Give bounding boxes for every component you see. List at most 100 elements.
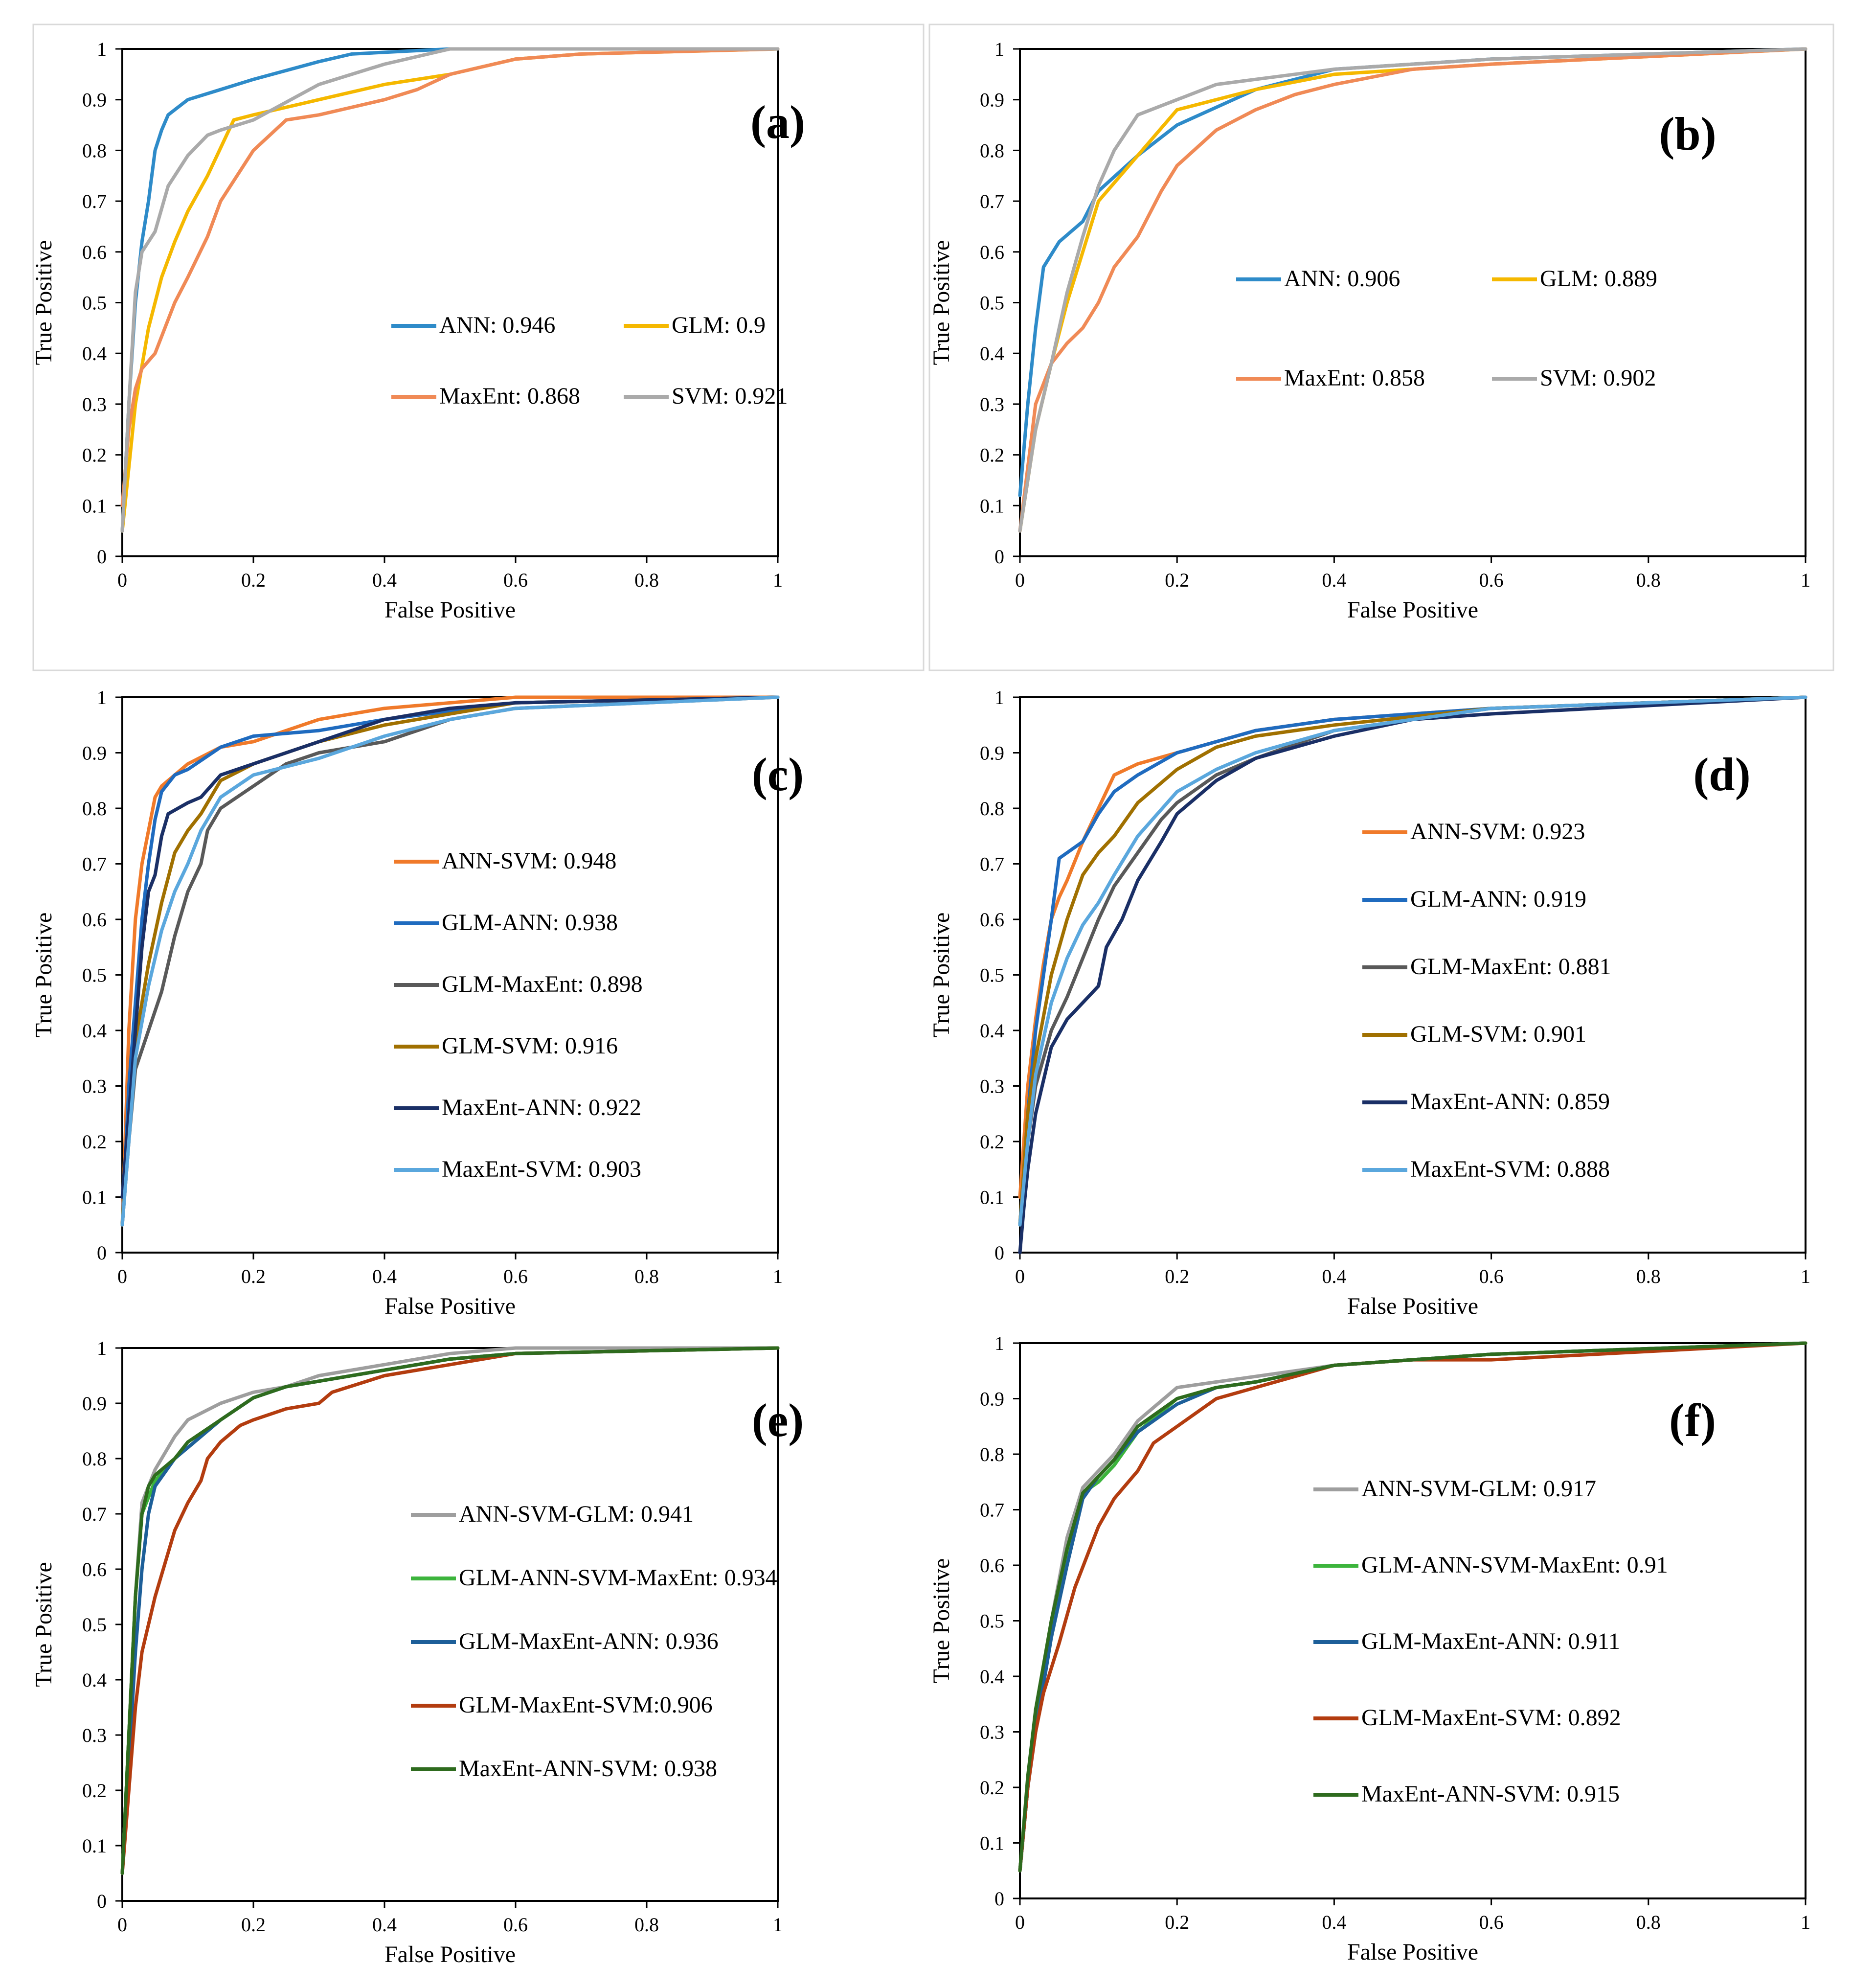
legend-label: MaxEnt-ANN: 0.859 bbox=[1410, 1089, 1610, 1115]
series-line bbox=[120, 1346, 780, 1875]
legend-label: GLM-SVM: 0.901 bbox=[1410, 1021, 1586, 1047]
y-tick-label: 0.1 bbox=[980, 495, 1004, 517]
legend: ANN: 0.906 GLM: 0.889 MaxEnt: 0.858 SVM: 0.… bbox=[1236, 266, 1657, 391]
legend-label: MaxEnt-SVM: 0.903 bbox=[442, 1156, 641, 1182]
legend-label: SVM: 0.902 bbox=[1540, 365, 1656, 391]
y-tick-label: 1 bbox=[994, 38, 1004, 60]
y-tick-label: 0.7 bbox=[82, 853, 107, 875]
y-tick-label: 1 bbox=[994, 686, 1004, 708]
legend-label: GLM-SVM: 0.916 bbox=[442, 1033, 618, 1059]
legend-label: ANN-SVM-GLM: 0.917 bbox=[1361, 1476, 1596, 1502]
y-tick-label: 0.3 bbox=[82, 1724, 107, 1746]
x-tick-label: 0.4 bbox=[372, 1914, 397, 1936]
legend-label: ANN-SVM: 0.923 bbox=[1410, 819, 1585, 845]
x-tick-label: 0.2 bbox=[1165, 1265, 1189, 1287]
y-tick-label: 0.2 bbox=[82, 1780, 107, 1802]
panel-label: (e) bbox=[752, 1394, 804, 1446]
legend-label: GLM-MaxEnt-ANN: 0.911 bbox=[1361, 1628, 1620, 1654]
series-line bbox=[120, 695, 780, 1227]
y-tick-label: 0.6 bbox=[82, 1558, 107, 1580]
y-axis-title: True Positive bbox=[928, 240, 954, 366]
y-tick-label: 0.6 bbox=[980, 1554, 1004, 1577]
x-tick-label: 0.8 bbox=[1636, 1911, 1661, 1933]
y-tick-label: 0.8 bbox=[82, 1448, 107, 1470]
legend: ANN: 0.946 GLM: 0.9 MaxEnt: 0.868 SVM: 0.92… bbox=[391, 312, 788, 409]
y-tick-label: 0.9 bbox=[82, 742, 107, 764]
y-tick-label: 0.1 bbox=[980, 1187, 1004, 1209]
y-tick-label: 0.8 bbox=[980, 1443, 1004, 1465]
y-tick-label: 0 bbox=[97, 1242, 107, 1264]
x-tick-label: 0.8 bbox=[634, 1265, 659, 1287]
x-tick-label: 0.6 bbox=[503, 1265, 528, 1287]
y-tick-label: 0.3 bbox=[980, 1721, 1004, 1743]
y-axis-title: True Positive bbox=[928, 913, 954, 1038]
y-tick-label: 0 bbox=[97, 1890, 107, 1912]
y-tick-label: 0.5 bbox=[82, 1614, 107, 1636]
plot-area bbox=[121, 1347, 779, 1902]
y-tick-label: 0.3 bbox=[980, 1075, 1004, 1097]
x-tick-label: 1 bbox=[1801, 569, 1810, 591]
y-tick-label: 0.4 bbox=[980, 1020, 1004, 1042]
panel-label: (f) bbox=[1669, 1394, 1716, 1446]
y-tick-label: 0.5 bbox=[82, 292, 107, 314]
chart-panel-d: 0 0.2 0.4 0.6 0.8 1 0 0.1 0.2 0.3 0.4 0.5 0.6 0.7 0.8 0… bbox=[928, 686, 1810, 1319]
y-tick-label: 0.1 bbox=[82, 495, 107, 517]
y-tick-label: 0 bbox=[97, 546, 107, 568]
series-line bbox=[120, 695, 780, 1199]
legend-label: GLM-ANN-SVM-MaxEnt: 0.934 bbox=[459, 1565, 777, 1591]
y-tick-label: 0.7 bbox=[82, 1503, 107, 1525]
y-axis-title: True Positive bbox=[31, 240, 57, 366]
y-tick-label: 0.4 bbox=[82, 1020, 107, 1042]
y-tick-label: 0.4 bbox=[980, 1666, 1004, 1688]
series-line bbox=[120, 1346, 780, 1875]
x-tick-label: 1 bbox=[773, 1265, 783, 1287]
y-tick-label: 0.9 bbox=[82, 89, 107, 111]
series-line bbox=[120, 47, 780, 533]
x-axis-title: False Positive bbox=[1347, 1939, 1478, 1965]
series-line bbox=[120, 695, 780, 1227]
legend-label: GLM-MaxEnt-SVM: 0.892 bbox=[1361, 1705, 1621, 1731]
legend-label: ANN-SVM-GLM: 0.941 bbox=[459, 1501, 694, 1527]
plot-area bbox=[121, 48, 779, 557]
x-tick-label: 0.4 bbox=[1322, 1911, 1346, 1933]
x-tick-label: 0.6 bbox=[1479, 1911, 1504, 1933]
x-tick-label: 1 bbox=[1801, 1911, 1810, 1933]
x-tick-label: 0.6 bbox=[503, 1914, 528, 1936]
y-tick-label: 0.2 bbox=[82, 1131, 107, 1153]
series-line bbox=[120, 1346, 780, 1875]
x-tick-label: 0 bbox=[117, 569, 127, 591]
y-tick-label: 0.8 bbox=[980, 798, 1004, 820]
y-tick-label: 0.5 bbox=[980, 292, 1004, 314]
x-tick-label: 1 bbox=[773, 569, 783, 591]
panel-frame-b bbox=[928, 23, 1834, 671]
legend-label: MaxEnt-SVM: 0.888 bbox=[1410, 1156, 1610, 1182]
legend-label: GLM-ANN: 0.938 bbox=[442, 910, 618, 936]
series-line bbox=[1018, 695, 1807, 1227]
y-tick-label: 0.7 bbox=[980, 190, 1004, 212]
series-line bbox=[1018, 47, 1807, 533]
y-axis-title: True Positive bbox=[31, 1562, 57, 1687]
y-tick-label: 1 bbox=[97, 38, 107, 60]
panel-label: (b) bbox=[1659, 108, 1716, 160]
y-tick-label: 0.8 bbox=[980, 139, 1004, 161]
legend-label: MaxEnt: 0.858 bbox=[1284, 365, 1425, 391]
x-tick-label: 1 bbox=[1801, 1265, 1810, 1287]
y-tick-label: 1 bbox=[994, 1332, 1004, 1354]
y-tick-label: 0 bbox=[994, 546, 1004, 568]
y-axis-title: True Positive bbox=[928, 1558, 954, 1684]
y-tick-label: 1 bbox=[97, 1337, 107, 1359]
legend: ANN-SVM: 0.923 GLM-ANN: 0.919 GLM-MaxEnt: … bbox=[1362, 819, 1611, 1182]
series-line bbox=[120, 695, 780, 1227]
series-line bbox=[1018, 695, 1807, 1227]
y-tick-label: 0.1 bbox=[980, 1832, 1004, 1854]
legend-label: SVM: 0.921 bbox=[672, 383, 788, 409]
x-tick-label: 0.8 bbox=[634, 1914, 659, 1936]
y-tick-label: 0.3 bbox=[82, 393, 107, 415]
y-tick-label: 0.5 bbox=[980, 1610, 1004, 1632]
y-tick-label: 0.3 bbox=[82, 1075, 107, 1097]
x-tick-label: 0 bbox=[117, 1265, 127, 1287]
y-tick-label: 0.4 bbox=[980, 343, 1004, 365]
x-tick-label: 0 bbox=[1015, 1265, 1025, 1287]
x-tick-label: 0.8 bbox=[1636, 569, 1661, 591]
